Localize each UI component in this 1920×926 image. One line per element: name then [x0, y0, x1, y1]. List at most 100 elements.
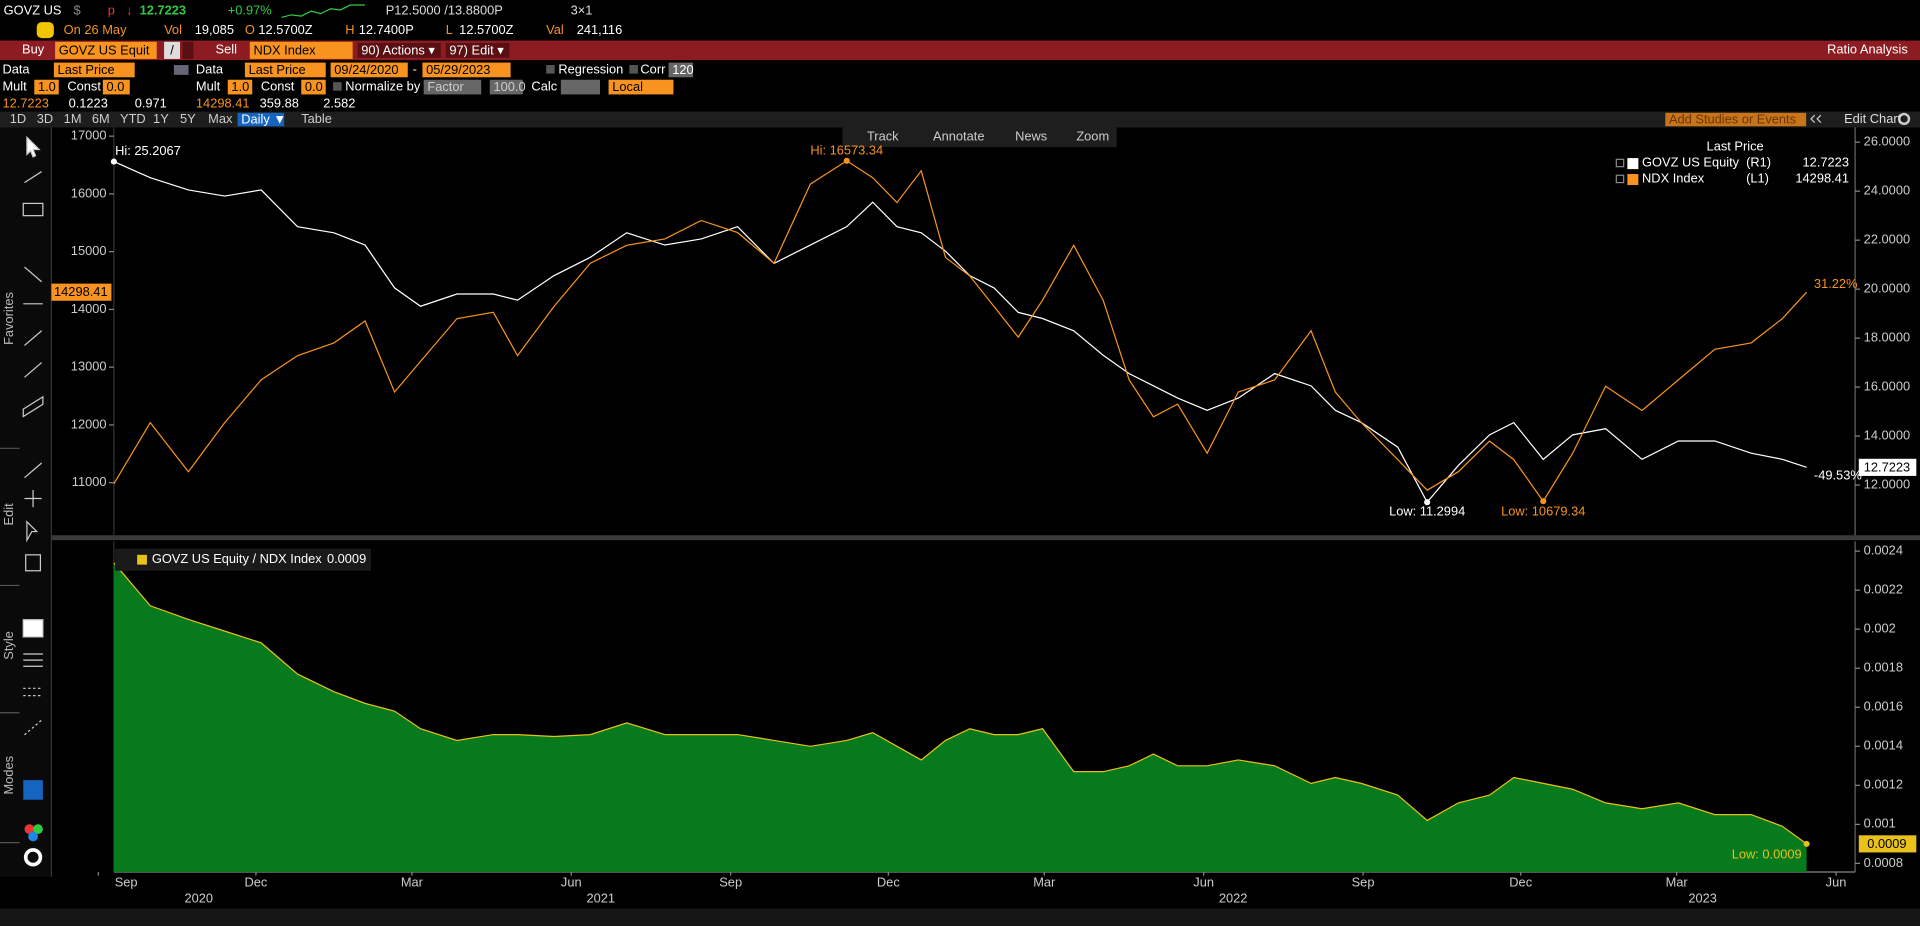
input[interactable]: 120	[672, 62, 693, 77]
input-box[interactable]	[227, 79, 253, 95]
stat-value: 0.1223	[69, 96, 108, 111]
slash-button[interactable]: /	[170, 42, 174, 57]
color-icon[interactable]	[22, 619, 44, 638]
multi-icon[interactable]	[33, 824, 43, 835]
dropdown[interactable]: Factor	[427, 79, 464, 94]
select-icon[interactable]	[26, 520, 39, 543]
chart-tool[interactable]: News	[1015, 129, 1047, 144]
area-line	[113, 562, 1807, 845]
stat-value: 0.971	[135, 96, 167, 111]
edit-menu[interactable]: 97) Edit ▾	[449, 42, 504, 57]
arrow-icon[interactable]	[24, 266, 43, 283]
checkbox[interactable]	[333, 82, 342, 91]
edit-menu-box[interactable]	[445, 43, 510, 58]
range-button[interactable]: 1Y	[153, 111, 169, 126]
date-input-box[interactable]	[422, 62, 511, 78]
settings-icon[interactable]	[23, 848, 43, 867]
pointer-icon[interactable]	[26, 135, 41, 158]
frequency-button[interactable]: Daily ▼	[241, 112, 286, 127]
legend-axis: (R1)	[1746, 154, 1771, 169]
frequency-button-box[interactable]	[237, 112, 285, 127]
draw-icon[interactable]	[24, 171, 42, 184]
range-button[interactable]: Max	[208, 111, 233, 126]
add-studies[interactable]: Add Studies or Events	[1669, 112, 1796, 127]
last-value-tag	[51, 283, 112, 301]
input[interactable]: 0.0	[107, 79, 125, 94]
dropdown-box[interactable]	[53, 62, 135, 78]
multi-icon[interactable]	[28, 831, 38, 842]
legend-expand[interactable]	[1615, 158, 1625, 168]
size: 3×1	[571, 3, 593, 18]
legend-swatch[interactable]	[1627, 158, 1639, 170]
dropdown-box[interactable]	[423, 79, 482, 95]
input-box[interactable]	[102, 79, 130, 95]
input[interactable]: 0.0	[305, 79, 323, 94]
dropdown[interactable]: Local	[612, 79, 643, 94]
chart-tools-bar	[842, 127, 1117, 148]
channel-icon[interactable]	[22, 395, 44, 418]
ray-icon[interactable]	[24, 362, 43, 378]
dropdown-box[interactable]	[608, 79, 674, 95]
range-button[interactable]: 3D	[37, 111, 53, 126]
input-box[interactable]	[301, 79, 326, 95]
input-box[interactable]	[489, 79, 523, 95]
table-button[interactable]: Table	[301, 111, 332, 126]
chart-tool[interactable]: Annotate	[933, 129, 984, 144]
input-box[interactable]	[34, 79, 59, 95]
actions-menu[interactable]: 90) Actions ▾	[361, 42, 435, 57]
y-tick-label: 17000	[71, 128, 107, 143]
legend-swatch[interactable]	[137, 554, 147, 565]
line-style-icon[interactable]	[23, 653, 43, 667]
legend-title: Last Price	[1707, 138, 1764, 153]
security-input-box[interactable]	[55, 41, 157, 59]
buy-button[interactable]: Buy	[22, 42, 45, 57]
chart-tool[interactable]: Track	[867, 129, 899, 144]
pen-icon[interactable]	[24, 462, 43, 479]
slash-button-box[interactable]	[164, 41, 180, 59]
security-input-box[interactable]	[249, 41, 353, 59]
trash-icon[interactable]	[25, 554, 42, 572]
range-button[interactable]: 1M	[64, 111, 82, 126]
multi-icon[interactable]	[24, 824, 35, 835]
legend-swatch[interactable]	[1627, 174, 1639, 186]
range-button[interactable]: 5Y	[180, 111, 196, 126]
dropdown[interactable]: Last Price	[249, 62, 306, 77]
mode-icon[interactable]	[24, 719, 43, 736]
security-input[interactable]: NDX Index	[253, 42, 316, 57]
range-button[interactable]: 1D	[10, 111, 26, 126]
dropdown-box[interactable]	[182, 41, 194, 59]
range-button[interactable]: 6M	[92, 111, 110, 126]
low-label: Low: 0.0009	[1732, 846, 1802, 861]
sell-button[interactable]: Sell	[216, 42, 237, 57]
security-input[interactable]: GOVZ US Equit	[59, 42, 150, 57]
legend-expand[interactable]	[1615, 174, 1625, 184]
date-input[interactable]: 05/29/2023	[426, 62, 490, 77]
date-input-box[interactable]	[330, 62, 408, 78]
dropdown-box[interactable]	[560, 79, 600, 95]
stat-value: 359.88	[260, 96, 299, 111]
actions-menu-box[interactable]	[357, 43, 441, 58]
trend-icon[interactable]	[24, 330, 43, 346]
sidebar-icons	[22, 135, 44, 867]
edit-chart-button[interactable]: Edit Chart	[1844, 111, 1902, 126]
date-input[interactable]: 09/24/2020	[334, 62, 398, 77]
gear-icon[interactable]	[1897, 112, 1911, 126]
magnet-icon[interactable]	[23, 780, 43, 800]
input[interactable]: 1.0	[231, 79, 249, 94]
input-box[interactable]	[668, 62, 694, 78]
last-value: 12.7223	[1864, 459, 1910, 474]
checkbox[interactable]	[546, 65, 555, 74]
chart-tool[interactable]: Zoom	[1076, 129, 1109, 144]
range-button[interactable]: YTD	[120, 111, 146, 126]
input[interactable]: 100.0	[493, 79, 525, 94]
move-icon[interactable]	[24, 489, 42, 508]
collapse-icon[interactable]	[1810, 114, 1822, 124]
dropdown-box[interactable]	[244, 62, 326, 78]
add-studies-box[interactable]	[1665, 112, 1807, 127]
dropdown[interactable]: Last Price	[58, 62, 115, 77]
dash-icon[interactable]	[23, 687, 43, 697]
rect-icon[interactable]	[22, 202, 44, 217]
news-icon[interactable]	[36, 22, 54, 39]
checkbox[interactable]	[629, 65, 638, 74]
input[interactable]: 1.0	[38, 79, 56, 94]
